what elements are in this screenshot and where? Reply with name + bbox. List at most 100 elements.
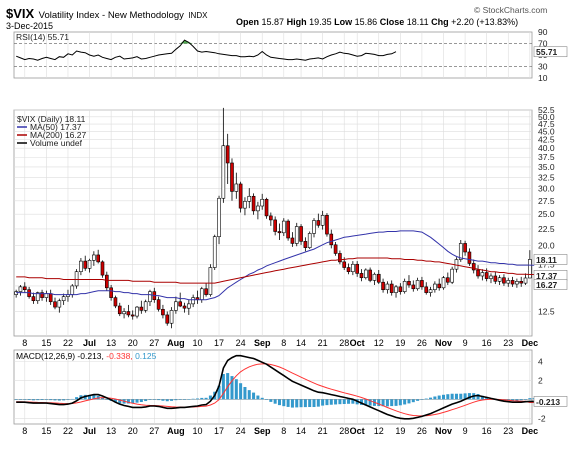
macd-hist-bar-92 <box>411 399 415 403</box>
macd-hist-bar-57 <box>260 397 264 400</box>
candle-body-91 <box>407 281 411 286</box>
macd-xtick-10: 24 <box>236 426 246 436</box>
candle-body-72 <box>325 215 329 235</box>
candle-body-110 <box>489 275 493 279</box>
candle-body-15 <box>79 260 83 272</box>
price-xtick-14: 21 <box>318 338 328 348</box>
macd-hist-bar-84 <box>377 399 381 407</box>
macd-hist-bar-9 <box>53 399 57 401</box>
macd-xtick-5: 20 <box>128 426 138 436</box>
macd-hist-bar-81 <box>364 399 368 406</box>
price-ytick-9: 35.0 <box>538 162 555 172</box>
chg-value: +2.20 (+13.83%) <box>451 17 519 27</box>
macd-xtick-17: 12 <box>374 426 384 436</box>
price-xtick-2: 22 <box>63 338 73 348</box>
macd-hist-bar-48 <box>221 374 225 400</box>
macd-xtick-22: 16 <box>482 426 492 436</box>
candle-body-11 <box>61 296 66 302</box>
candle-body-79 <box>355 263 359 274</box>
macd-hist-bar-55 <box>252 392 256 400</box>
candle-body-8 <box>48 293 53 303</box>
price-ytick-8: 32.5 <box>538 172 555 182</box>
price-ytick-15: 50.0 <box>538 112 555 122</box>
macd-hist-bar-94 <box>420 399 424 400</box>
candle-body-51 <box>234 183 239 192</box>
macd-hist-bar-64 <box>290 399 294 408</box>
macd-xtick-20: Nov <box>435 426 452 436</box>
candle-body-45 <box>208 267 213 295</box>
price-xtick-16: Oct <box>350 338 365 348</box>
macd-xtick-14: 21 <box>318 426 328 436</box>
candle-body-116 <box>515 281 519 285</box>
candle-body-90 <box>402 281 407 292</box>
macd-hist-bar-67 <box>303 399 307 408</box>
low-label: Low <box>334 17 353 27</box>
candle-body-30 <box>143 301 148 311</box>
price-xtick-12: 8 <box>281 338 286 348</box>
candle-body-60 <box>273 219 277 232</box>
price-xtick-19: 26 <box>417 338 427 348</box>
candle-body-65 <box>294 226 299 244</box>
candle-body-85 <box>381 281 385 291</box>
candle-body-77 <box>346 267 351 272</box>
price-xtick-18: 19 <box>395 338 405 348</box>
candle-body-103 <box>458 243 463 260</box>
macd-xtick-24: Dec <box>522 426 539 436</box>
candle-body-97 <box>433 283 437 291</box>
macd-ytick-0: 4 <box>538 356 543 366</box>
macd-hist-bar-89 <box>398 399 402 406</box>
candle-body-10 <box>57 300 62 308</box>
candle-body-81 <box>363 269 368 279</box>
macd-hist-bar-60 <box>273 399 277 404</box>
macd-hist-bar-54 <box>247 390 251 400</box>
candle-body-115 <box>510 280 515 285</box>
macd-hist-bar-72 <box>325 399 329 406</box>
candle-body-70 <box>316 220 321 226</box>
macd-xtick-8: 10 <box>192 426 202 436</box>
ma50-last-value: 17.37 <box>536 271 558 281</box>
macd-hist-bar-99 <box>441 394 446 400</box>
rsi-ytick-3: 30 <box>538 62 548 72</box>
rsi-ytick-0: 90 <box>538 27 548 37</box>
chart-date: 3-Dec-2015 <box>6 21 54 31</box>
candle-body-83 <box>372 273 377 281</box>
macd-hist-bar-69 <box>312 399 316 408</box>
candle-body-39 <box>182 305 187 309</box>
high-label: High <box>286 17 307 27</box>
candle-body-92 <box>411 284 416 290</box>
price-xtick-13: 14 <box>296 338 306 348</box>
price-last-value: 18.11 <box>536 255 557 265</box>
candle-body-41 <box>191 297 195 305</box>
macd-hist-bar-17 <box>88 394 92 400</box>
candle-body-13 <box>70 285 75 295</box>
macd-hist-bar-86 <box>385 399 389 407</box>
price-xtick-23: 23 <box>503 338 513 348</box>
macd-hist-bar-12 <box>66 399 70 400</box>
candle-body-104 <box>463 243 467 253</box>
candle-body-20 <box>100 261 105 276</box>
candle-body-105 <box>467 251 472 264</box>
candle-body-40 <box>187 303 191 309</box>
ohlc-summary: Open 15.87 High 19.35 Low 15.86 Close 18… <box>236 17 518 27</box>
candle-body-55 <box>251 195 256 212</box>
macd-xtick-19: 26 <box>417 426 427 436</box>
rsi-line <box>16 39 397 61</box>
macd-xtick-16: Oct <box>350 426 365 436</box>
macd-xtick-18: 19 <box>395 426 405 436</box>
watermark: © StockCharts.com <box>474 5 548 15</box>
ma200-line <box>16 257 535 284</box>
macd-hist-bar-30 <box>144 399 148 402</box>
candle-body-6 <box>40 292 44 298</box>
macd-hist-bar-18 <box>92 395 96 400</box>
candle-body-96 <box>428 289 433 293</box>
candle-body-98 <box>437 283 442 289</box>
price-ytick-12: 42.5 <box>538 135 555 145</box>
candle-body-68 <box>307 233 312 248</box>
macd-hist-bar-26 <box>126 399 130 404</box>
macd-ytick-3: -2 <box>538 413 546 423</box>
candle-body-109 <box>484 272 489 279</box>
macd-hist-bar-77 <box>347 399 351 404</box>
price-xtick-15: 28 <box>339 338 349 348</box>
candle-body-18 <box>92 254 96 261</box>
